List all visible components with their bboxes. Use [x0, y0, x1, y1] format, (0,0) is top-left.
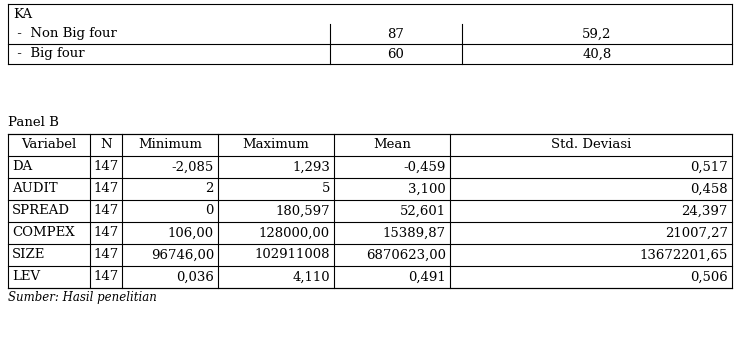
Text: 1,293: 1,293 — [292, 160, 330, 174]
Text: 59,2: 59,2 — [582, 27, 612, 40]
Text: Mean: Mean — [373, 139, 411, 151]
Text: 0,491: 0,491 — [408, 270, 446, 284]
Text: -0,459: -0,459 — [404, 160, 446, 174]
Text: 0: 0 — [206, 205, 214, 218]
Text: 52,601: 52,601 — [400, 205, 446, 218]
Text: 96746,00: 96746,00 — [151, 248, 214, 261]
Text: -  Big four: - Big four — [13, 47, 85, 61]
Text: KA: KA — [13, 8, 32, 21]
Text: 106,00: 106,00 — [168, 227, 214, 239]
Text: 147: 147 — [93, 227, 118, 239]
Text: COMPEX: COMPEX — [12, 227, 74, 239]
Text: 15389,87: 15389,87 — [382, 227, 446, 239]
Text: 40,8: 40,8 — [582, 47, 612, 61]
Text: Maximum: Maximum — [243, 139, 309, 151]
Text: LEV: LEV — [12, 270, 40, 284]
Text: 3,100: 3,100 — [408, 182, 446, 196]
Text: 147: 147 — [93, 160, 118, 174]
Text: 180,597: 180,597 — [275, 205, 330, 218]
Text: 21007,27: 21007,27 — [665, 227, 728, 239]
Text: 4,110: 4,110 — [292, 270, 330, 284]
Text: SIZE: SIZE — [12, 248, 45, 261]
Text: 13672201,65: 13672201,65 — [640, 248, 728, 261]
Text: Sumber: Hasil penelitian: Sumber: Hasil penelitian — [8, 291, 157, 303]
Text: 147: 147 — [93, 205, 118, 218]
Text: Std. Deviasi: Std. Deviasi — [550, 139, 632, 151]
Text: -  Non Big four: - Non Big four — [13, 27, 117, 40]
Text: DA: DA — [12, 160, 32, 174]
Text: Variabel: Variabel — [21, 139, 76, 151]
Text: 147: 147 — [93, 182, 118, 196]
Text: 0,036: 0,036 — [176, 270, 214, 284]
Text: AUDIT: AUDIT — [12, 182, 58, 196]
Text: 147: 147 — [93, 248, 118, 261]
Text: 102911008: 102911008 — [254, 248, 330, 261]
Text: 0,458: 0,458 — [690, 182, 728, 196]
Text: 87: 87 — [388, 27, 404, 40]
Text: 2: 2 — [206, 182, 214, 196]
Text: 24,397: 24,397 — [682, 205, 728, 218]
Text: 5: 5 — [322, 182, 330, 196]
Text: -2,085: -2,085 — [172, 160, 214, 174]
Text: 128000,00: 128000,00 — [259, 227, 330, 239]
Text: N: N — [100, 139, 112, 151]
Text: 147: 147 — [93, 270, 118, 284]
Text: 6870623,00: 6870623,00 — [366, 248, 446, 261]
Text: Panel B: Panel B — [8, 117, 58, 129]
Text: SPREAD: SPREAD — [12, 205, 70, 218]
Text: 0,506: 0,506 — [690, 270, 728, 284]
Text: 60: 60 — [388, 47, 404, 61]
Text: 0,517: 0,517 — [690, 160, 728, 174]
Text: Minimum: Minimum — [138, 139, 202, 151]
